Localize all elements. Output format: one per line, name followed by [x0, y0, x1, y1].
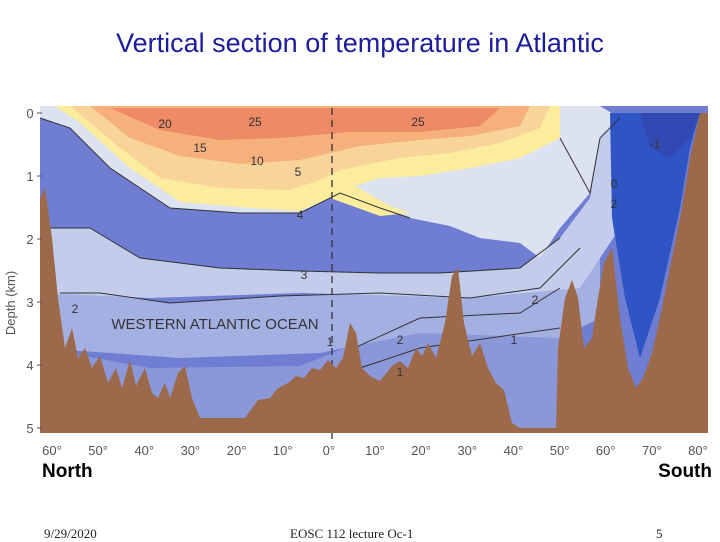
y-axis-label: Depth (km)	[3, 271, 18, 335]
x-tick-label: 50°	[550, 443, 570, 458]
slide-title: Vertical section of temperature in Atlan…	[116, 28, 604, 58]
contour-value-label: 2	[611, 197, 618, 211]
water-south-cold	[610, 113, 700, 358]
contour-value-label: 1	[511, 333, 518, 347]
contour-line	[60, 247, 581, 304]
contour-value-label: 5	[295, 165, 302, 179]
contour-line	[40, 227, 561, 274]
contour-value-label: 15	[193, 141, 207, 155]
y-tick-label: 5	[26, 421, 33, 436]
x-tick-label: 60°	[596, 443, 616, 458]
x-tick-label: 60°	[42, 443, 62, 458]
x-tick-label: 40°	[504, 443, 524, 458]
contour-value-label: 2	[397, 333, 404, 347]
contour-value-label: 25	[411, 115, 425, 129]
x-tick-label: 70°	[642, 443, 662, 458]
y-tick-label: 1	[26, 169, 33, 184]
contour-value-label: 2	[72, 302, 79, 316]
north-label: North	[42, 461, 93, 482]
contour-value-label: 25	[248, 115, 262, 129]
footer-page: 5	[656, 526, 663, 541]
south-label: South	[658, 461, 712, 482]
contour-value-label: 3	[301, 268, 308, 282]
seafloor	[40, 113, 708, 433]
contour-line	[349, 287, 561, 351]
x-tick-label: 30°	[181, 443, 201, 458]
water-layers	[40, 106, 708, 428]
y-tick-label: 3	[26, 295, 33, 310]
footer-center: EOSC 112 lecture Oc-1	[290, 526, 414, 541]
y-tick-label: 0	[26, 106, 33, 121]
y-axis-ticks: 0 1 2 3 4 5	[26, 106, 42, 436]
contour-value-label: -1	[650, 137, 661, 151]
water-3-4	[40, 118, 620, 298]
water-south-coldest	[640, 113, 700, 158]
contour-value-label: 0	[611, 177, 618, 191]
x-tick-label: 0°	[323, 443, 335, 458]
y-tick-label: 2	[26, 232, 33, 247]
x-tick-label: 80°	[688, 443, 708, 458]
x-tick-label: 20°	[227, 443, 247, 458]
x-axis-ticks: 60° 50° 40° 30° 20° 10° 0° 10° 20° 30° 40° 50° 60° 70…	[42, 443, 708, 458]
footer-date: 9/29/2020	[44, 526, 97, 541]
x-tick-label: 30°	[457, 443, 477, 458]
contour-value-label: 10	[250, 154, 264, 168]
x-tick-label: 40°	[134, 443, 154, 458]
ocean-label: WESTERN ATLANTIC OCEAN	[111, 316, 318, 333]
x-tick-label: 10°	[273, 443, 293, 458]
contour-line	[559, 117, 621, 195]
contour-value-label: 2	[532, 293, 539, 307]
contour-value-label: 20	[158, 117, 172, 131]
x-tick-label: 10°	[365, 443, 385, 458]
x-tick-label: 20°	[411, 443, 431, 458]
x-tick-label: 50°	[88, 443, 108, 458]
contour-value-label: 4	[297, 208, 304, 222]
water-gt-20	[110, 108, 500, 140]
contour-line	[39, 117, 411, 219]
y-tick-label: 4	[26, 358, 33, 373]
contour-value-label: 1	[327, 335, 334, 349]
contour-lines	[39, 117, 621, 369]
contour-value-label: 1	[397, 365, 404, 379]
